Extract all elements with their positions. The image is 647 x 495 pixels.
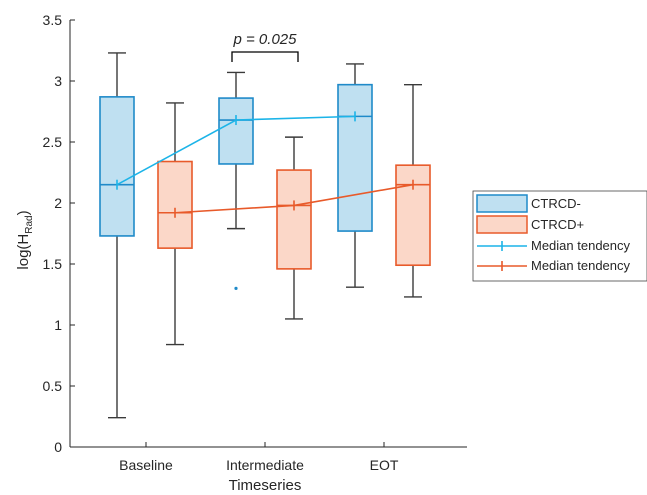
- significance-annotation: p = 0.025: [231, 31, 299, 62]
- box: [218, 97, 254, 165]
- y-axis-title-close: ): [15, 210, 32, 215]
- box: [157, 160, 193, 249]
- box-group: [99, 52, 135, 419]
- legend-label-ctrcd-plus: CTRCD+: [531, 217, 584, 232]
- boxes-layer: [99, 52, 431, 419]
- median-tendency-layer: [116, 111, 414, 218]
- x-axis-title: Timeseries: [229, 477, 302, 494]
- x-tick-label: EOT: [370, 457, 399, 473]
- y-tick-label: 3: [54, 73, 62, 89]
- legend-swatch-ctrcd-plus: [476, 215, 528, 234]
- box: [276, 169, 312, 270]
- box-group: [218, 71, 254, 290]
- box: [99, 96, 135, 237]
- y-axis-title-subscript: Rad: [24, 215, 35, 233]
- y-axis-title-main: log(H: [15, 234, 32, 270]
- box-group: [337, 63, 373, 288]
- p-value-label: p = 0.025: [233, 31, 298, 48]
- legend-swatch-ctrcd-minus: [476, 194, 528, 213]
- box: [337, 83, 373, 232]
- box-group: [395, 83, 431, 298]
- y-tick-label: 2.5: [43, 134, 63, 150]
- box-group: [276, 136, 312, 320]
- x-tick-label: Intermediate: [226, 457, 304, 473]
- y-tick-label: 1: [54, 317, 62, 333]
- x-tick-label: Baseline: [119, 457, 173, 473]
- y-tick-label: 3.5: [43, 12, 63, 28]
- box-group: [157, 102, 193, 346]
- y-tick-label: 2: [54, 195, 62, 211]
- legend: CTRCD- CTRCD+ Median tendency Median ten…: [472, 190, 647, 282]
- significance-bracket: [231, 51, 299, 62]
- y-axis-title: log(HRad): [15, 210, 35, 269]
- y-tick-label: 0: [54, 439, 62, 455]
- outlier-point: [234, 286, 238, 290]
- y-tick-label: 0.5: [43, 378, 63, 394]
- legend-label-median-orange: Median tendency: [531, 258, 631, 273]
- y-tick-label: 1.5: [43, 256, 63, 272]
- axes: 0 0.5 1 1.5 2 2.5 3 3.5 Baseline Intermediate EOT: [43, 12, 467, 473]
- legend-label-ctrcd-minus: CTRCD-: [531, 196, 581, 211]
- legend-label-median-blue: Median tendency: [531, 238, 631, 253]
